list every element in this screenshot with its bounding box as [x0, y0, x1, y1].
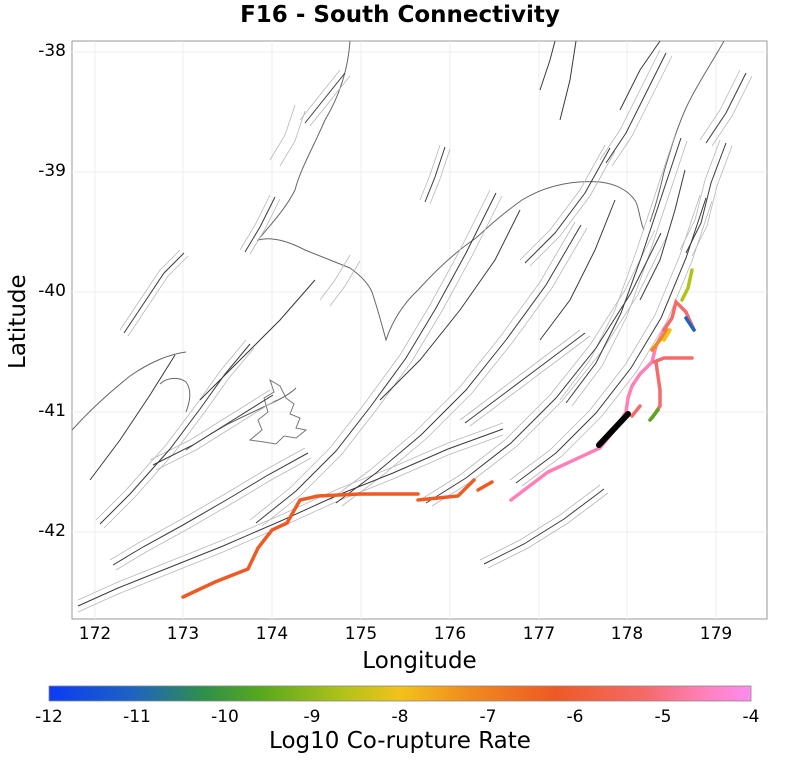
y-tick-label: -38 [38, 41, 66, 61]
colorbar-tick-label: -6 [566, 707, 584, 727]
colorbar-tick-label: -12 [35, 707, 63, 727]
colorbar-tick-label: -8 [391, 707, 409, 727]
y-tick-label: -40 [38, 281, 66, 301]
x-tick-label: 178 [610, 624, 644, 644]
x-tick-label: 173 [166, 624, 200, 644]
y-tick-label: -39 [38, 161, 66, 181]
colorbar-tick-label: -10 [211, 707, 239, 727]
grid [72, 41, 767, 619]
fault-surfaces [77, 49, 753, 613]
colorbar-tick-label: -9 [303, 707, 321, 727]
x-axis-label: Longitude [362, 648, 477, 674]
y-tick-label: -41 [38, 401, 66, 421]
colorbar-tick-label: -4 [742, 707, 760, 727]
map-title: F16 - South Connectivity [240, 2, 560, 28]
colorbar-label: Log10 Co-rupture Rate [269, 728, 531, 754]
fault-traces [77, 41, 747, 607]
x-tick-label: 179 [699, 624, 733, 644]
co-rupture-traces [181, 268, 696, 599]
colorbar-tick-label: -7 [479, 707, 497, 727]
x-tick-label: 176 [433, 624, 467, 644]
x-tick-label: 174 [255, 624, 289, 644]
x-tick-label: 175 [344, 624, 378, 644]
colorbar [48, 685, 752, 702]
colorbar-tick-label: -11 [123, 707, 151, 727]
x-tick-label: 172 [78, 624, 112, 644]
colorbar-tick-label: -5 [654, 707, 672, 727]
x-tick-label: 177 [522, 624, 556, 644]
marlborough-sounds [248, 378, 308, 445]
y-tick-label: -42 [38, 521, 66, 541]
